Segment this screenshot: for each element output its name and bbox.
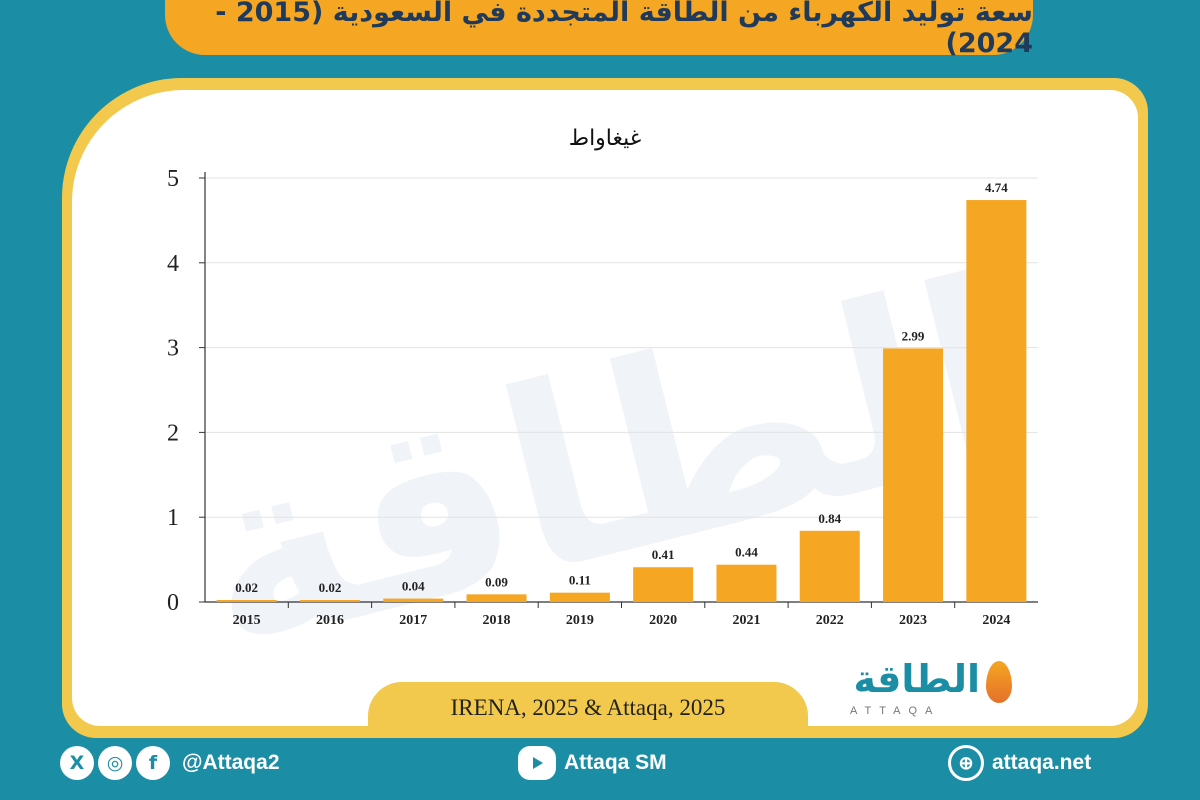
y-tick-label: 5 [167,166,179,192]
x-tick-label: 2020 [649,613,677,628]
logo-english: ATTAQA [850,705,941,717]
data-label: 0.41 [652,547,675,562]
data-label: 0.84 [818,511,841,526]
facebook-icon[interactable]: f [136,746,170,780]
logo-arabic: الطاقة [853,657,980,701]
bar-2024 [966,200,1027,602]
data-label: 0.02 [235,580,258,595]
title-banner: سعة توليد الكهرباء من الطاقة المتجددة في… [165,0,1033,59]
data-label: 0.04 [402,579,425,594]
x-tick-label: 2022 [816,613,844,628]
source-banner: IRENA, 2025 & Attaqa, 2025 [368,682,808,734]
website-url: attaqa.net [992,751,1092,774]
x-tick-label: 2017 [399,613,427,628]
bar-2016 [299,600,360,602]
bar-2018 [466,594,527,602]
data-label: 0.09 [485,574,508,589]
data-label: 0.02 [319,580,342,595]
instagram-icon[interactable]: ◎ [98,746,132,780]
social-links: X ◎ f @Attaqa2 [60,740,280,786]
website-link[interactable]: ⊕ attaqa.net [948,740,1091,786]
chart-title: سعة توليد الكهرباء من الطاقة المتجددة في… [215,0,1033,59]
bar-2019 [549,592,610,602]
bar-2020 [633,567,694,602]
x-tick-label: 2016 [316,613,344,628]
data-label: 0.44 [735,545,758,560]
source-text: IRENA, 2025 & Attaqa, 2025 [450,695,726,720]
x-tick-label: 2015 [233,613,261,628]
y-tick-label: 2 [167,420,179,446]
youtube-link[interactable]: Attaqa SM [518,740,667,786]
bar-chart: 0 1 2 3 4 5 0.02 2015 0.02 2016 0.04 2017 0.09 2018 0.… [167,166,1038,628]
chart-card: الطاقة غيغاواط 0 1 2 3 4 5 0.02 2015 0.02 2016 0.0… [72,90,1138,726]
bar-2023 [883,348,944,602]
data-label: 2.99 [902,328,925,343]
globe-icon: ⊕ [948,745,984,781]
bar-2022 [799,530,860,602]
data-label: 4.74 [985,180,1008,195]
x-tick-label: 2023 [899,613,927,628]
y-tick-label: 1 [167,505,179,531]
y-tick-label: 3 [167,336,179,362]
unit-label: غيغاواط [568,126,642,151]
x-icon[interactable]: X [60,746,94,780]
bar-2021 [716,564,777,602]
youtube-channel: Attaqa SM [564,751,667,774]
attaqa-logo: الطاقة ATTAQA [838,655,1018,725]
data-label: 0.11 [569,573,591,588]
x-tick-label: 2018 [483,613,511,628]
drop-icon [986,661,1012,703]
y-tick-label: 0 [167,590,179,616]
y-tick-label: 4 [167,251,179,277]
x-tick-label: 2019 [566,613,594,628]
bar-2017 [383,598,444,602]
social-handle[interactable]: @Attaqa2 [182,751,280,774]
x-tick-label: 2021 [732,613,760,628]
x-tick-label: 2024 [982,613,1010,628]
youtube-icon [518,746,556,780]
bar-2015 [216,600,277,602]
